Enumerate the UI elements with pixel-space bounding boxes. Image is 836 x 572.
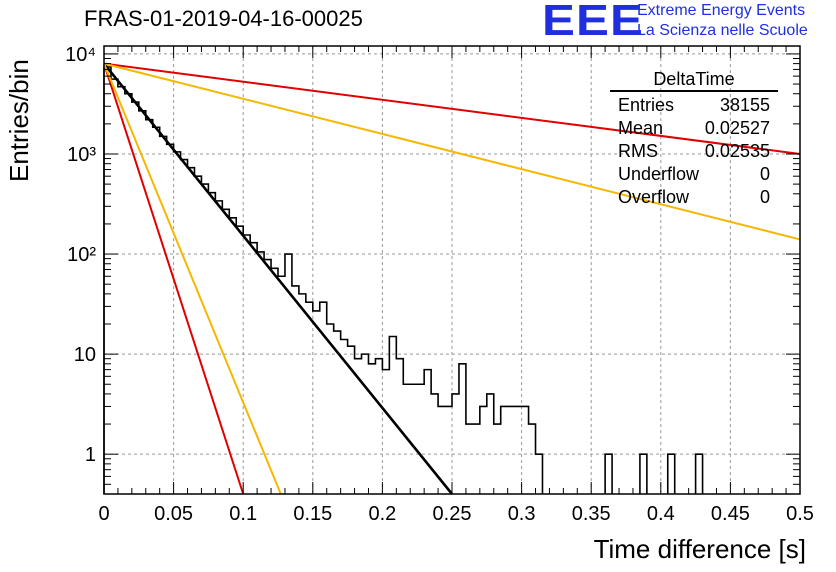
- y-tick-label: 10³: [67, 144, 96, 166]
- stats-value: 0.02535: [704, 141, 770, 161]
- red-curve-shallow: [103, 62, 801, 155]
- x-tick-label: 0.05: [154, 503, 193, 525]
- stats-box: DeltaTime Entries 38155 Mean 0.02527 RMS…: [610, 68, 778, 209]
- x-tick-label: 0.5: [786, 503, 814, 525]
- y-tick-label: 1: [85, 444, 96, 466]
- x-tick-label: 0.1: [229, 503, 257, 525]
- y-tick-label: 10: [74, 344, 96, 366]
- x-tick-label: 0.35: [572, 503, 611, 525]
- stats-value: 0: [759, 164, 770, 184]
- stats-label: Mean: [618, 118, 664, 138]
- y-tick-label: 10⁴: [65, 44, 96, 66]
- x-tick-label: 0.45: [711, 503, 750, 525]
- x-tick-label: 0.4: [647, 503, 675, 525]
- x-tick-label: 0: [98, 503, 109, 525]
- histogram-outline: [103, 66, 704, 494]
- stats-row-entries: Entries 38155: [610, 94, 778, 117]
- stats-label: Overflow: [618, 187, 690, 207]
- fit-line: [102, 62, 454, 495]
- stats-value: 0: [759, 187, 770, 207]
- stats-row-rms: RMS 0.02535: [610, 140, 778, 163]
- stats-row-overflow: Overflow 0: [610, 186, 778, 209]
- logo-line-2: La Scienza nelle Scuole: [637, 22, 808, 39]
- chart-title: FRAS-01-2019-04-16-00025: [84, 6, 363, 31]
- stats-title: DeltaTime: [610, 68, 778, 92]
- orange-curve-steep: [103, 63, 282, 495]
- stats-label: Underflow: [618, 164, 700, 184]
- stats-row-mean: Mean 0.02527: [610, 117, 778, 140]
- stats-label: RMS: [618, 141, 658, 161]
- x-axis-label: Time difference [s]: [593, 534, 806, 564]
- red-curve-steep: [103, 63, 245, 495]
- orange-curve-shallow: [103, 62, 801, 241]
- x-tick-label: 0.2: [368, 503, 396, 525]
- eee-logo-mark: EEE: [542, 0, 644, 45]
- curves-layer: [102, 62, 801, 495]
- stats-label: Entries: [618, 95, 675, 115]
- x-tick-label: 0.25: [433, 503, 472, 525]
- axes-layer: 0 0.05 0.1 0.15 0.2 0.25 0.3 0.35 0.4 0.45 0.5 1 10 1…: [65, 44, 814, 525]
- y-axis-label: Entries/bin: [4, 59, 34, 182]
- x-tick-label: 0.15: [293, 503, 332, 525]
- logo-line-1: Extreme Energy Events: [637, 2, 806, 19]
- histogram-layer: [103, 66, 704, 494]
- stats-row-underflow: Underflow 0: [610, 163, 778, 186]
- stats-value: 0.02527: [704, 118, 770, 138]
- x-tick-label: 0.3: [508, 503, 536, 525]
- stats-value: 38155: [719, 95, 770, 115]
- y-tick-label: 10²: [67, 244, 96, 266]
